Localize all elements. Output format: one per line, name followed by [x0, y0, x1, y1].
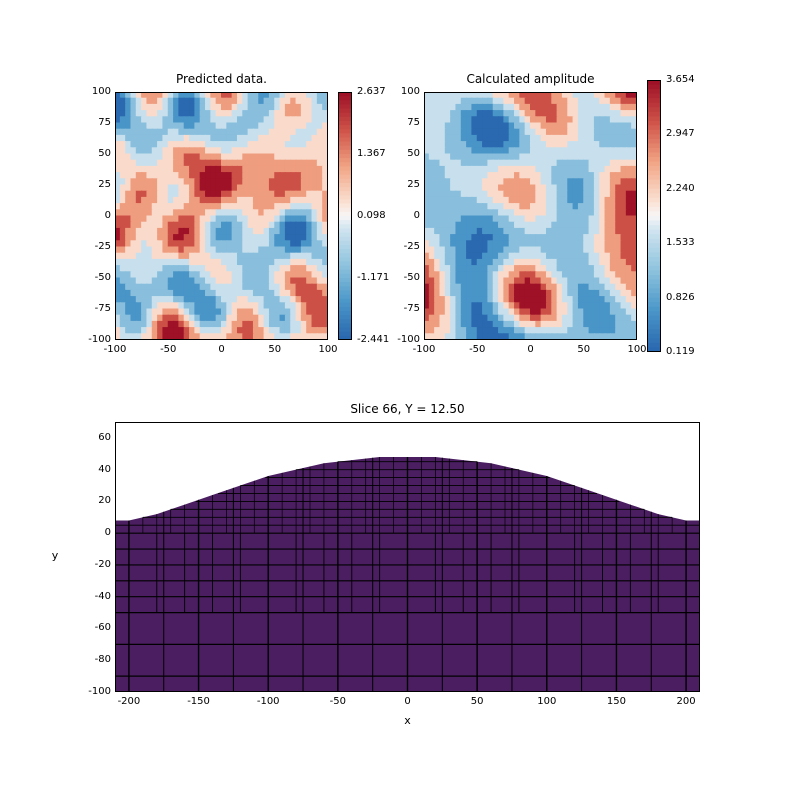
- panel-right-title: Calculated amplitude: [424, 72, 637, 86]
- panel-left-xtick: -100: [100, 344, 130, 355]
- panel-left-xtick: 0: [207, 344, 237, 355]
- panel-bottom-ytick: -80: [73, 654, 111, 665]
- panel-right-cbar-tick: 1.533: [666, 237, 695, 248]
- panel-left-ytick: -75: [73, 303, 111, 314]
- panel-bottom-ytick: 40: [73, 464, 111, 475]
- panel-right-cbar-tick: 0.119: [666, 346, 695, 357]
- panel-left-ytick: 0: [73, 210, 111, 221]
- panel-right-xtick: 50: [569, 344, 599, 355]
- panel-bottom-frame: [115, 422, 700, 692]
- panel-right-ytick: 75: [382, 117, 420, 128]
- panel-bottom-xtick: -100: [253, 696, 283, 707]
- panel-left-xtick: 100: [313, 344, 343, 355]
- panel-left-ytick: 25: [73, 179, 111, 190]
- panel-right-ytick: -100: [382, 334, 420, 345]
- panel-right-xtick: 0: [516, 344, 546, 355]
- panel-left-frame: [115, 92, 328, 340]
- panel-right-cbar-tick: 3.654: [666, 74, 695, 85]
- panel-right-ytick: 100: [382, 86, 420, 97]
- panel-bottom-xtick: 200: [671, 696, 701, 707]
- panel-right-frame: [424, 92, 637, 340]
- panel-left-title: Predicted data.: [115, 72, 328, 86]
- panel-right-ytick: 0: [382, 210, 420, 221]
- panel-right-cbar-tick: 2.240: [666, 183, 695, 194]
- panel-bottom-ytick: 0: [73, 527, 111, 538]
- panel-right-ytick: -50: [382, 272, 420, 283]
- panel-bottom-ytick: -60: [73, 622, 111, 633]
- panel-right-ytick: 50: [382, 148, 420, 159]
- panel-left-ytick: -25: [73, 241, 111, 252]
- panel-right-ytick: -25: [382, 241, 420, 252]
- panel-left-colorbar: [338, 92, 352, 340]
- panel-bottom-xlabel: x: [115, 714, 700, 727]
- panel-left-ytick: 75: [73, 117, 111, 128]
- panel-bottom-ylabel: y: [45, 549, 65, 562]
- panel-left-ytick: 50: [73, 148, 111, 159]
- panel-bottom-xtick: 50: [462, 696, 492, 707]
- panel-bottom-ytick: 60: [73, 432, 111, 443]
- panel-left-ytick: 100: [73, 86, 111, 97]
- panel-left-ytick: -50: [73, 272, 111, 283]
- panel-bottom-xtick: -150: [184, 696, 214, 707]
- panel-right-cbar-tick: 2.947: [666, 128, 695, 139]
- panel-left-ytick: -100: [73, 334, 111, 345]
- panel-right-ytick: -75: [382, 303, 420, 314]
- panel-right-colorbar: [647, 80, 661, 352]
- panel-right-xtick: -50: [462, 344, 492, 355]
- panel-left-xtick: 50: [260, 344, 290, 355]
- panel-left-xtick: -50: [153, 344, 183, 355]
- panel-bottom-xtick: -50: [323, 696, 353, 707]
- figure-canvas: Predicted data. -100 -50 0 50 100 -100 -75 -50 -2…: [0, 0, 800, 800]
- panel-bottom-ytick: -20: [73, 559, 111, 570]
- panel-bottom-title: Slice 66, Y = 12.50: [115, 402, 700, 416]
- panel-right-cbar-tick: 0.826: [666, 292, 695, 303]
- panel-bottom-ytick: 20: [73, 495, 111, 506]
- panel-bottom-ytick: -40: [73, 591, 111, 602]
- panel-bottom-xtick: 0: [393, 696, 423, 707]
- panel-bottom-xtick: -200: [114, 696, 144, 707]
- panel-bottom-xtick: 100: [532, 696, 562, 707]
- panel-bottom-xtick: 150: [601, 696, 631, 707]
- panel-bottom-ytick: -100: [73, 686, 111, 697]
- panel-right-xtick: -100: [409, 344, 439, 355]
- panel-right-ytick: 25: [382, 179, 420, 190]
